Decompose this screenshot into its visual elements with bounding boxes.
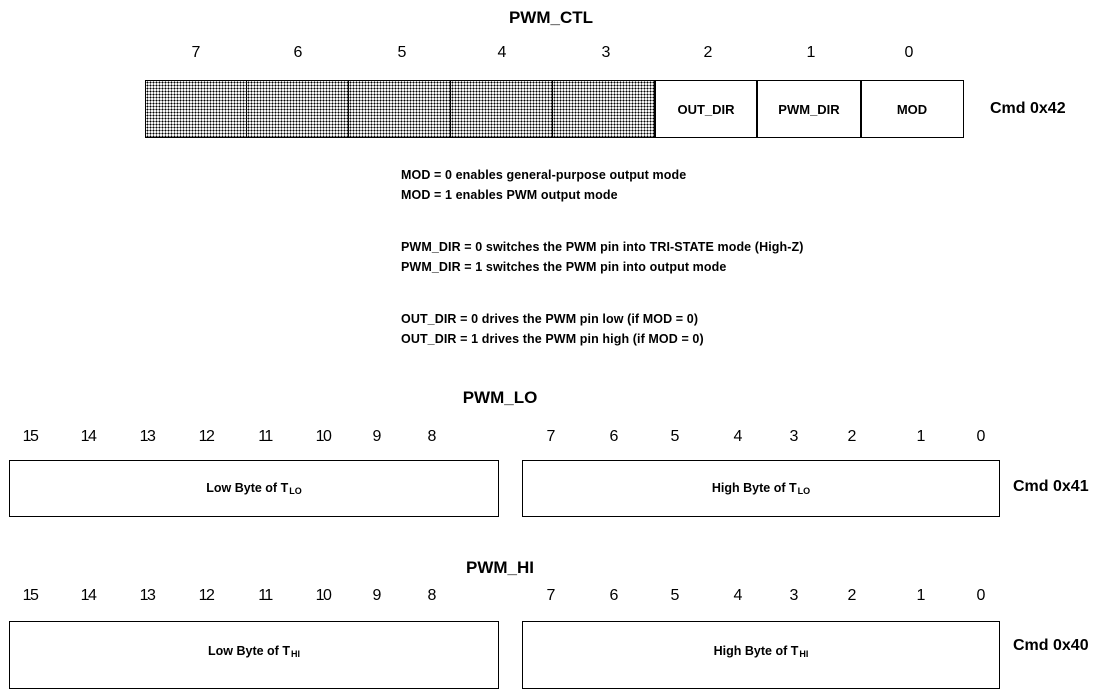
pwm-hi-bit-14: 14 [80, 587, 97, 604]
note-mod-1: MOD = 1 enables PWM output mode [401, 188, 618, 202]
pwm-hi-high-byte-field: High Byte of THI [522, 621, 1000, 689]
pwm-hi-bit-8: 8 [427, 587, 437, 604]
pwm-ctl-field-out-dir: OUT_DIR [654, 80, 758, 138]
pwm-hi-bit-11: 11 [258, 587, 273, 604]
note-pwm-dir-0: PWM_DIR = 0 switches the PWM pin into TR… [401, 240, 804, 254]
pwm-hi-bit-1: 1 [916, 587, 926, 604]
notes-out-dir: OUT_DIR = 0 drives the PWM pin low (if M… [401, 309, 704, 349]
pwm-lo-bit-14: 14 [80, 428, 97, 445]
pwm-hi-bit-3: 3 [789, 587, 799, 604]
notes-mod: MOD = 0 enables general-purpose output m… [401, 165, 686, 205]
pwm-lo-low-byte-label: Low Byte of TLO [206, 481, 302, 496]
pwm-lo-bit-13: 13 [139, 428, 156, 445]
pwm-lo-bit-3: 3 [789, 428, 799, 445]
pwm-hi-bit-5: 5 [670, 587, 680, 604]
pwm-ctl-bit-1: 1 [806, 44, 816, 61]
pwm-hi-low-byte-field: Low Byte of THI [9, 621, 499, 689]
pwm-lo-low-byte-field: Low Byte of TLO [9, 460, 499, 517]
pwm-ctl-reserved-bit-5 [348, 80, 452, 138]
pwm-lo-bit-11: 11 [258, 428, 273, 445]
pwm-ctl-bit-5: 5 [397, 44, 407, 61]
pwm-hi-bit-2: 2 [847, 587, 857, 604]
pwm-ctl-field-pwm-dir: PWM_DIR [756, 80, 862, 138]
pwm-lo-cmd: Cmd 0x41 [1013, 478, 1089, 495]
pwm-ctl-bit-3: 3 [601, 44, 611, 61]
pwm-ctl-bit-7: 7 [191, 44, 201, 61]
notes-pwm-dir: PWM_DIR = 0 switches the PWM pin into TR… [401, 237, 804, 277]
pwm-ctl-title: PWM_CTL [508, 8, 594, 27]
pwm-ctl-bit-0: 0 [904, 44, 914, 61]
pwm-ctl-bit-6: 6 [293, 44, 303, 61]
pwm-lo-bit-9: 9 [372, 428, 382, 445]
pwm-ctl-reserved-bit-4 [450, 80, 554, 138]
note-out-dir-0: OUT_DIR = 0 drives the PWM pin low (if M… [401, 312, 699, 326]
pwm-lo-bit-0: 0 [976, 428, 986, 445]
pwm-lo-bit-7: 7 [546, 428, 556, 445]
pwm-hi-high-byte-label: High Byte of THI [713, 643, 809, 659]
pwm-ctl-cmd: Cmd 0x42 [990, 100, 1066, 117]
pwm-hi-low-byte-label: Low Byte of THI [208, 643, 300, 659]
note-out-dir-1: OUT_DIR = 1 drives the PWM pin high (if … [401, 332, 704, 346]
pwm-ctl-reserved-bit-7 [145, 80, 248, 138]
pwm-ctl-bit-4: 4 [497, 44, 507, 61]
pwm-hi-bit-7: 7 [546, 587, 556, 604]
pwm-lo-bit-6: 6 [609, 428, 619, 445]
pwm-hi-cmd: Cmd 0x40 [1013, 637, 1089, 654]
pwm-lo-bit-1: 1 [916, 428, 926, 445]
pwm-lo-bit-15: 15 [22, 428, 39, 445]
pwm-lo-bit-8: 8 [427, 428, 437, 445]
note-pwm-dir-1: PWM_DIR = 1 switches the PWM pin into ou… [401, 260, 727, 274]
pwm-hi-bit-4: 4 [733, 587, 743, 604]
pwm-hi-bit-9: 9 [372, 587, 382, 604]
pwm-ctl-reserved-bit-6 [246, 80, 350, 138]
pwm-ctl-reserved-bit-3 [552, 80, 656, 138]
pwm-hi-bit-0: 0 [976, 587, 986, 604]
pwm-lo-title: PWM_LO [462, 388, 538, 407]
pwm-hi-bit-6: 6 [609, 587, 619, 604]
pwm-ctl-bit-2: 2 [703, 44, 713, 61]
pwm-lo-bit-2: 2 [847, 428, 857, 445]
pwm-hi-bit-10: 10 [315, 587, 332, 604]
pwm-lo-high-byte-label: High Byte of TLO [711, 481, 811, 496]
pwm-hi-bit-13: 13 [139, 587, 156, 604]
pwm-lo-bit-5: 5 [670, 428, 680, 445]
pwm-hi-title: PWM_HI [466, 558, 534, 577]
pwm-lo-high-byte-field: High Byte of TLO [522, 460, 1000, 517]
pwm-lo-bit-12: 12 [198, 428, 215, 445]
note-mod-0: MOD = 0 enables general-purpose output m… [401, 168, 687, 182]
pwm-lo-bit-4: 4 [733, 428, 743, 445]
pwm-hi-bit-15: 15 [22, 587, 39, 604]
pwm-hi-bit-12: 12 [198, 587, 215, 604]
pwm-ctl-field-mod: MOD [860, 80, 964, 138]
pwm-lo-bit-10: 10 [315, 428, 332, 445]
